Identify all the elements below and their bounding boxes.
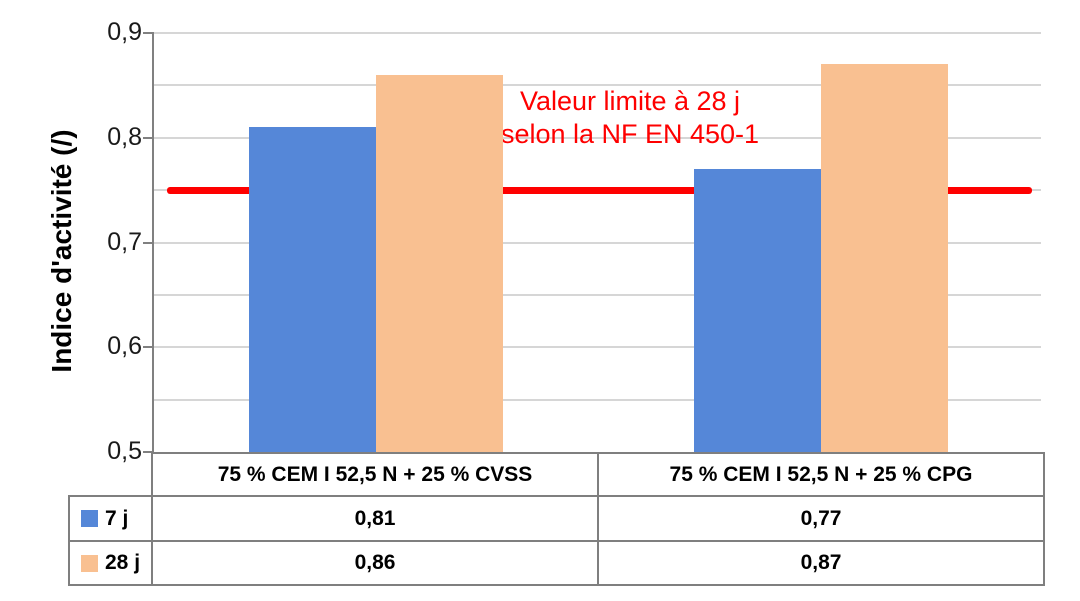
y-axis-tick-label: 0,6 — [107, 332, 142, 361]
gridline — [154, 84, 1041, 87]
y-axis-tick — [143, 136, 154, 139]
legend-cell-28j: 28 j — [68, 540, 153, 586]
series-28j-label: 28 j — [105, 551, 141, 574]
bar-28j-group1 — [376, 74, 504, 452]
value-7j-cpg: 0,77 — [597, 495, 1045, 542]
y-axis-tick-label: 0,9 — [107, 18, 142, 46]
annotation-line-2: selon la NF EN 450-1 — [500, 119, 760, 149]
category-row: 75 % CEM I 52,5 N + 25 % CVSS 75 % CEM I… — [69, 452, 1045, 497]
value-28j-cpg: 0,87 — [597, 540, 1045, 586]
gridline — [154, 136, 1041, 139]
series-7j-swatch-icon — [81, 510, 98, 527]
y-axis-tick-label: 0,7 — [107, 227, 142, 256]
plot-area: Valeur limite à 28 j selon la NF EN 450-… — [143, 32, 1041, 453]
table-row-28j: 28 j 0,86 0,87 — [68, 540, 1045, 586]
gridline — [154, 346, 1041, 349]
gridline — [154, 293, 1041, 296]
legend-cell-7j: 7 j — [68, 495, 153, 542]
y-axis-tick-label: 0,8 — [107, 122, 142, 151]
y-axis-tick — [143, 32, 154, 34]
y-axis-tick-label: 0,5 — [107, 437, 142, 465]
value-28j-cvss: 0,86 — [151, 540, 599, 586]
series-7j-label: 7 j — [105, 506, 129, 530]
gridline — [154, 32, 1041, 34]
category-label-cpg: 75 % CEM I 52,5 N + 25 % CPG — [597, 452, 1045, 497]
annotation-line-1: Valeur limite à 28 j — [519, 86, 741, 116]
reference-line — [167, 186, 1032, 194]
y-axis-tick — [143, 241, 154, 244]
y-axis-tick — [143, 346, 154, 349]
value-7j-cvss: 0,81 — [151, 495, 599, 542]
bar-28j-group2 — [820, 64, 948, 452]
data-table: 75 % CEM I 52,5 N + 25 % CVSS 75 % CEM I… — [68, 452, 1045, 586]
gridline — [154, 398, 1041, 401]
gridline — [154, 241, 1041, 244]
y-axis-tick — [143, 451, 154, 453]
reference-line-annotation: Valeur limite à 28 j selon la NF EN 450-… — [456, 85, 804, 151]
bar-7j-group2 — [693, 169, 821, 452]
table-row-7j: 7 j 0,81 0,77 — [68, 495, 1045, 542]
category-label-cvss: 75 % CEM I 52,5 N + 25 % CVSS — [151, 452, 599, 497]
bar-7j-group1 — [249, 127, 377, 452]
series-28j-swatch-icon — [81, 554, 98, 572]
